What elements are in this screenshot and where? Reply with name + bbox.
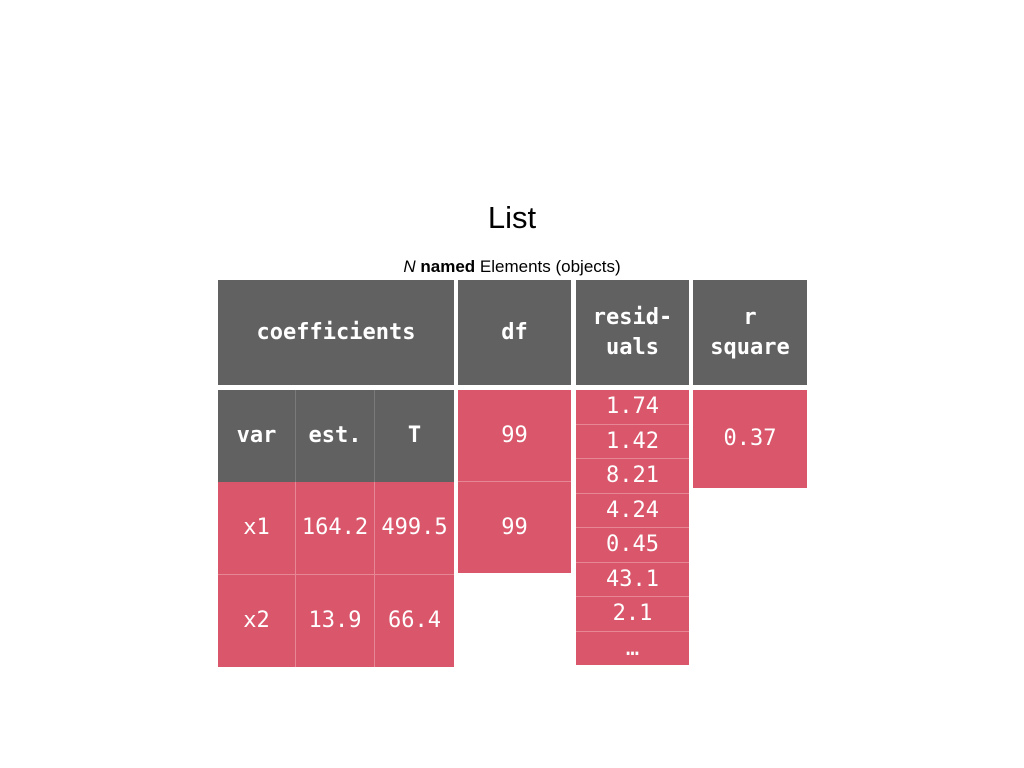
coef-row2-var: x2 <box>218 575 296 667</box>
coef-row2-var-value: x2 <box>243 608 270 633</box>
coef-col-header-t: T <box>375 390 454 482</box>
coef-row1-est-value: 164.2 <box>301 515 369 540</box>
rsquare-value: 0.37 <box>723 426 777 451</box>
residuals-header-line1: resid- <box>592 304 673 330</box>
residual-value-7: 2.1 <box>612 601 653 626</box>
df-cell-1: 99 <box>458 390 571 482</box>
coef-row2-est-value: 13.9 <box>308 608 362 633</box>
residual-cell-ellipsis: … <box>576 632 689 665</box>
diagram-title: List <box>487 200 537 235</box>
residual-cell-7: 2.1 <box>576 597 689 632</box>
residuals-header-line2: uals <box>606 334 659 360</box>
residual-value-5: 0.45 <box>606 532 659 557</box>
df-cell-2-value: 99 <box>501 514 528 540</box>
coef-col-header-t-label: T <box>407 423 422 448</box>
coef-row2-t: 66.4 <box>375 575 454 667</box>
subtitle-rest: Elements (objects) <box>475 257 621 276</box>
residual-cell-4: 4.24 <box>576 494 689 528</box>
residual-value-ellipsis: … <box>625 635 640 661</box>
rsquare-header: r square <box>693 280 807 385</box>
residual-value-2: 1.42 <box>606 428 659 454</box>
residual-cell-2: 1.42 <box>576 425 689 459</box>
coef-col-header-est-label: est. <box>308 423 362 448</box>
coefficients-header: coefficients <box>218 280 454 385</box>
df-header: df <box>458 280 571 385</box>
residual-value-3: 8.21 <box>606 463 659 488</box>
coef-col-header-est: est. <box>296 390 375 482</box>
residual-value-6: 43.1 <box>606 566 659 592</box>
residual-value-1: 1.74 <box>606 394 659 419</box>
coef-row1-t-value: 499.5 <box>381 515 448 540</box>
coef-row2-est: 13.9 <box>296 575 375 667</box>
df-cell-1-value: 99 <box>501 422 528 448</box>
rsquare-header-line2: square <box>710 334 790 360</box>
coef-col-header-var-label: var <box>236 423 277 448</box>
coef-row2-t-value: 66.4 <box>388 608 441 633</box>
coef-row1-var: x1 <box>218 482 296 575</box>
coef-row1-est: 164.2 <box>296 482 375 575</box>
residual-cell-5: 0.45 <box>576 528 689 563</box>
df-header-label: df <box>501 319 528 345</box>
residual-cell-6: 43.1 <box>576 563 689 597</box>
subtitle-named: named <box>420 257 476 276</box>
residual-value-4: 4.24 <box>606 497 659 523</box>
coef-col-header-var: var <box>218 390 296 482</box>
coefficients-header-label: coefficients <box>256 319 416 345</box>
rsquare-header-line1: r <box>743 304 757 330</box>
rsquare-cell: 0.37 <box>693 390 807 488</box>
residuals-header: resid- uals <box>576 280 689 385</box>
df-cell-2: 99 <box>458 482 571 573</box>
residual-cell-1: 1.74 <box>576 390 689 425</box>
coef-row1-t: 499.5 <box>375 482 454 575</box>
coef-row1-var-value: x1 <box>243 515 270 540</box>
diagram-subtitle: N named Elements (objects) <box>0 257 1024 277</box>
residual-cell-3: 8.21 <box>576 459 689 494</box>
subtitle-n: N <box>403 257 416 276</box>
